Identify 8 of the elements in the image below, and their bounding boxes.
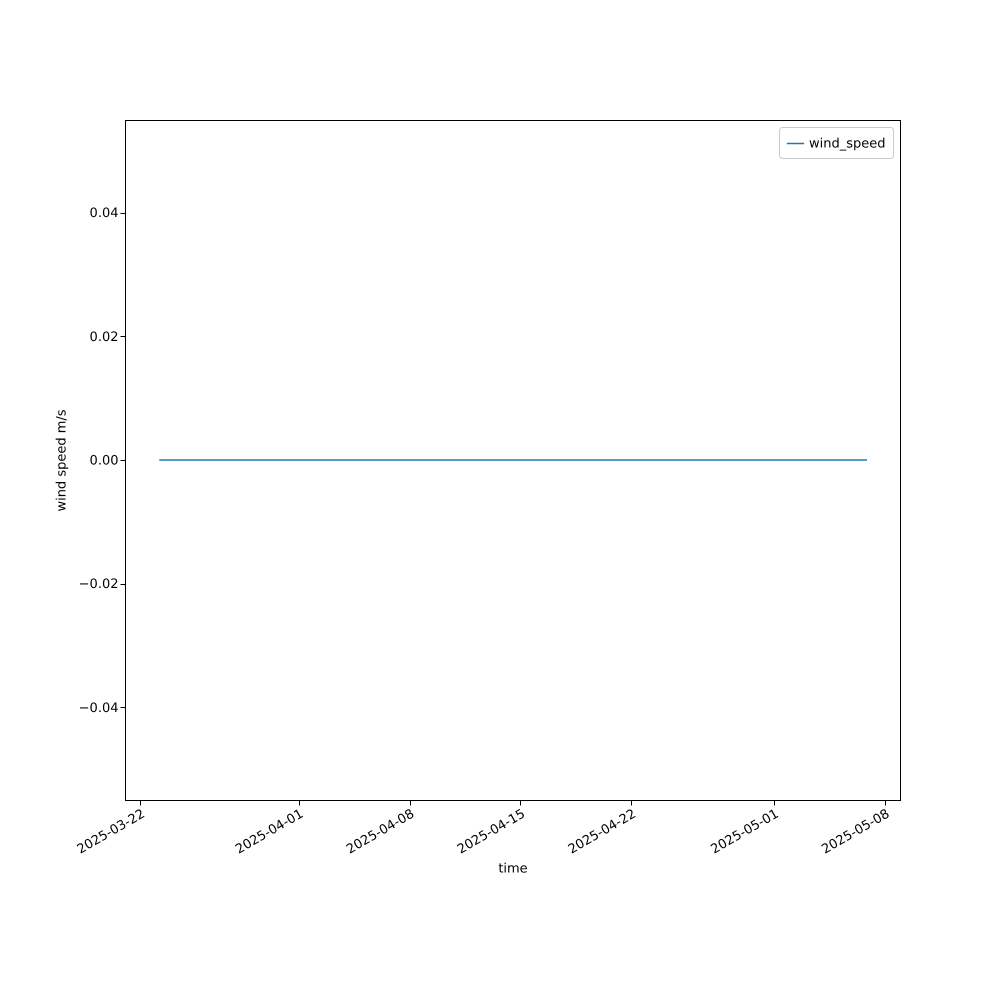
x-axis-title: time	[498, 862, 528, 877]
y-tick-label: 0.02	[90, 330, 118, 345]
y-tick-label: 0.04	[90, 206, 118, 222]
y-axis-title: wind speed m/s	[54, 409, 70, 512]
y-tick-label: 0.00	[90, 454, 118, 468]
y-tick-label: −0.02	[78, 577, 118, 592]
y-tick-label: −0.04	[78, 700, 118, 716]
legend-label: wind_speed	[809, 136, 886, 152]
